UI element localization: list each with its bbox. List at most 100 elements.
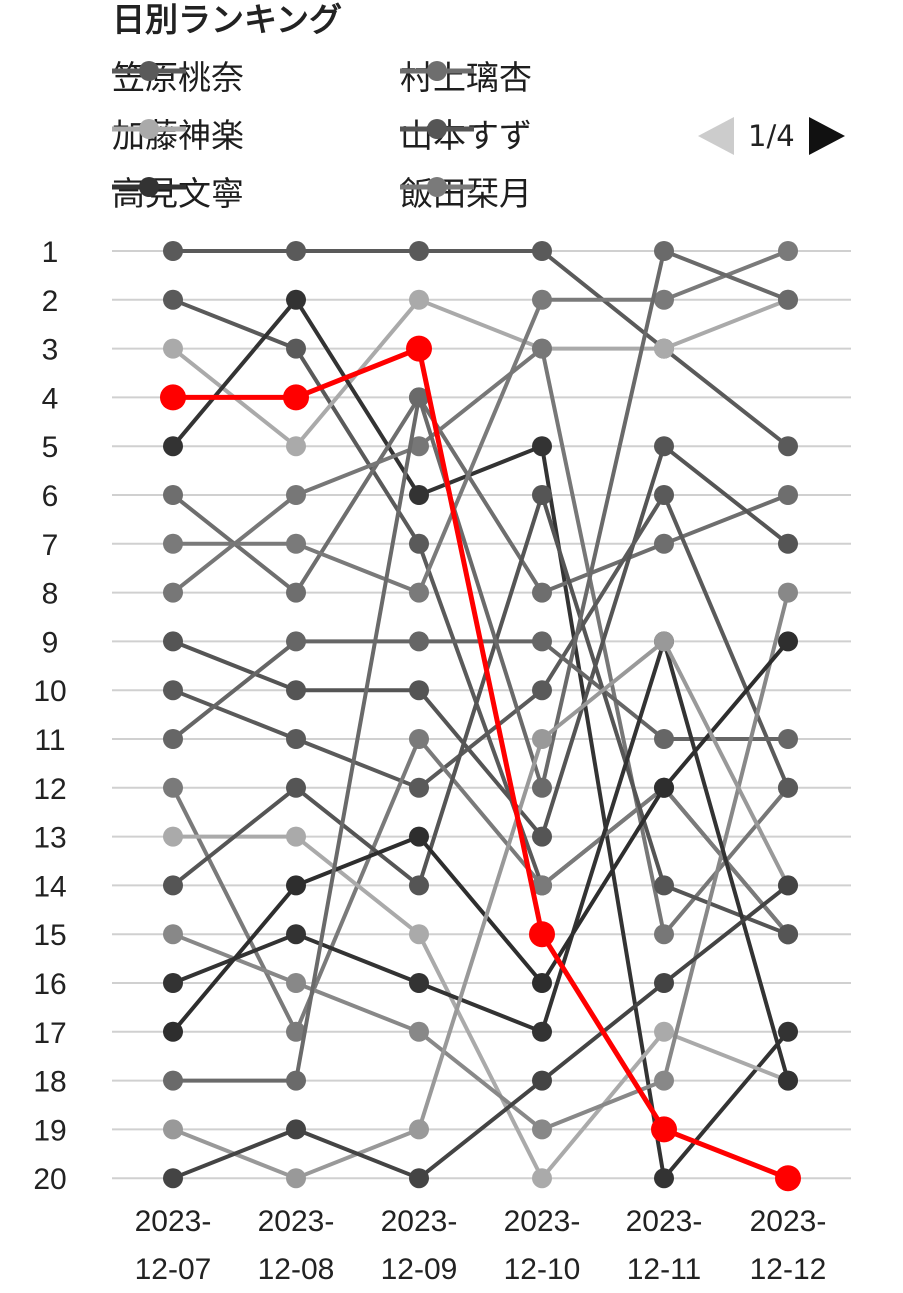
data-point <box>163 729 183 749</box>
data-point <box>163 1119 183 1140</box>
legend-item[interactable]: 笠原桃奈 <box>112 56 244 100</box>
data-point <box>654 875 674 896</box>
data-point <box>163 1070 183 1091</box>
highlight-data-point <box>651 1116 677 1143</box>
series-line <box>171 639 790 1034</box>
legend-label: 村上璃杏 <box>400 58 532 97</box>
y-tick-label: 16 <box>33 968 66 1001</box>
data-point <box>163 485 183 505</box>
data-point <box>778 631 798 652</box>
legend-swatch-icon <box>112 61 186 81</box>
pager-page-indicator: 1/4 <box>748 119 795 153</box>
series-line <box>171 249 790 1083</box>
data-point <box>286 631 306 652</box>
highlight-series-line <box>170 346 791 1181</box>
data-point <box>286 533 306 554</box>
data-point <box>286 680 306 701</box>
data-point <box>654 924 674 945</box>
data-point <box>778 289 798 310</box>
data-point <box>163 1168 183 1189</box>
legend-item[interactable]: 村上璃杏 <box>400 56 532 100</box>
data-point <box>778 924 798 945</box>
data-point <box>409 582 429 603</box>
y-tick-label: 20 <box>33 1163 66 1196</box>
y-tick-label: 19 <box>33 1114 66 1147</box>
legend-item[interactable]: 加藤神楽 <box>112 114 244 158</box>
data-point <box>778 436 798 457</box>
data-point <box>163 582 183 603</box>
data-point <box>532 1119 552 1140</box>
data-point <box>532 289 552 310</box>
data-point <box>163 338 183 359</box>
legend-item[interactable]: 高見文寧 <box>112 172 244 216</box>
series-line <box>171 639 790 1181</box>
y-tick-label: 12 <box>33 773 66 806</box>
data-point <box>532 485 552 505</box>
data-point <box>163 924 183 945</box>
x-tick-label: 12-10 <box>504 1253 581 1286</box>
legend-item[interactable]: 飯田栞月 <box>400 172 532 216</box>
legend-label: 高見文寧 <box>112 174 244 213</box>
x-tick-label: 2023- <box>504 1205 581 1238</box>
data-point <box>286 1168 306 1189</box>
data-point <box>163 826 183 847</box>
y-tick-label: 2 <box>42 285 59 318</box>
data-point <box>654 729 674 749</box>
x-tick-label: 12-07 <box>135 1253 212 1286</box>
data-point <box>163 875 183 896</box>
data-point <box>654 533 674 554</box>
data-point <box>409 289 429 310</box>
data-point <box>532 973 552 993</box>
data-point <box>532 729 552 749</box>
data-point <box>286 1021 306 1042</box>
data-point <box>409 387 429 408</box>
data-point <box>286 924 306 945</box>
data-point <box>409 631 429 652</box>
series-line <box>171 590 790 1132</box>
data-point <box>286 1119 306 1140</box>
data-point <box>286 973 306 993</box>
x-tick-label: 2023- <box>258 1205 335 1238</box>
data-point <box>778 582 798 603</box>
data-point <box>532 1168 552 1189</box>
data-point <box>163 777 183 798</box>
y-tick-label: 13 <box>33 822 66 855</box>
data-point <box>532 875 552 896</box>
series-line <box>171 493 790 790</box>
data-point <box>163 241 183 261</box>
data-point <box>163 533 183 554</box>
data-point <box>409 924 429 945</box>
data-point <box>532 582 552 603</box>
data-point <box>778 1021 798 1042</box>
data-point <box>654 1168 674 1189</box>
y-tick-label: 3 <box>42 334 59 367</box>
highlight-data-point <box>529 921 555 948</box>
highlight-data-point <box>283 384 309 411</box>
data-point <box>286 241 306 261</box>
data-point <box>654 436 674 457</box>
legend-item[interactable]: 山本すず <box>400 114 532 158</box>
data-point <box>532 680 552 701</box>
data-point <box>163 631 183 652</box>
data-point <box>286 338 306 359</box>
data-point <box>409 973 429 993</box>
data-point <box>532 826 552 847</box>
pager-prev-icon[interactable] <box>698 117 734 155</box>
data-point <box>286 1070 306 1091</box>
legend-swatch-icon <box>400 177 474 197</box>
x-tick-label: 2023- <box>381 1205 458 1238</box>
data-point <box>409 1119 429 1140</box>
x-tick-label: 2023- <box>135 1205 212 1238</box>
y-tick-label: 15 <box>33 919 66 952</box>
x-tick-label: 12-08 <box>258 1253 335 1286</box>
pager-next-icon[interactable] <box>808 117 845 155</box>
data-point <box>778 533 798 554</box>
data-point <box>286 289 306 310</box>
data-point <box>286 436 306 457</box>
data-point <box>409 729 429 749</box>
data-point <box>532 241 552 261</box>
data-point <box>532 1021 552 1042</box>
series-line <box>171 346 790 937</box>
y-tick-label: 7 <box>42 529 59 562</box>
data-point <box>163 1021 183 1042</box>
